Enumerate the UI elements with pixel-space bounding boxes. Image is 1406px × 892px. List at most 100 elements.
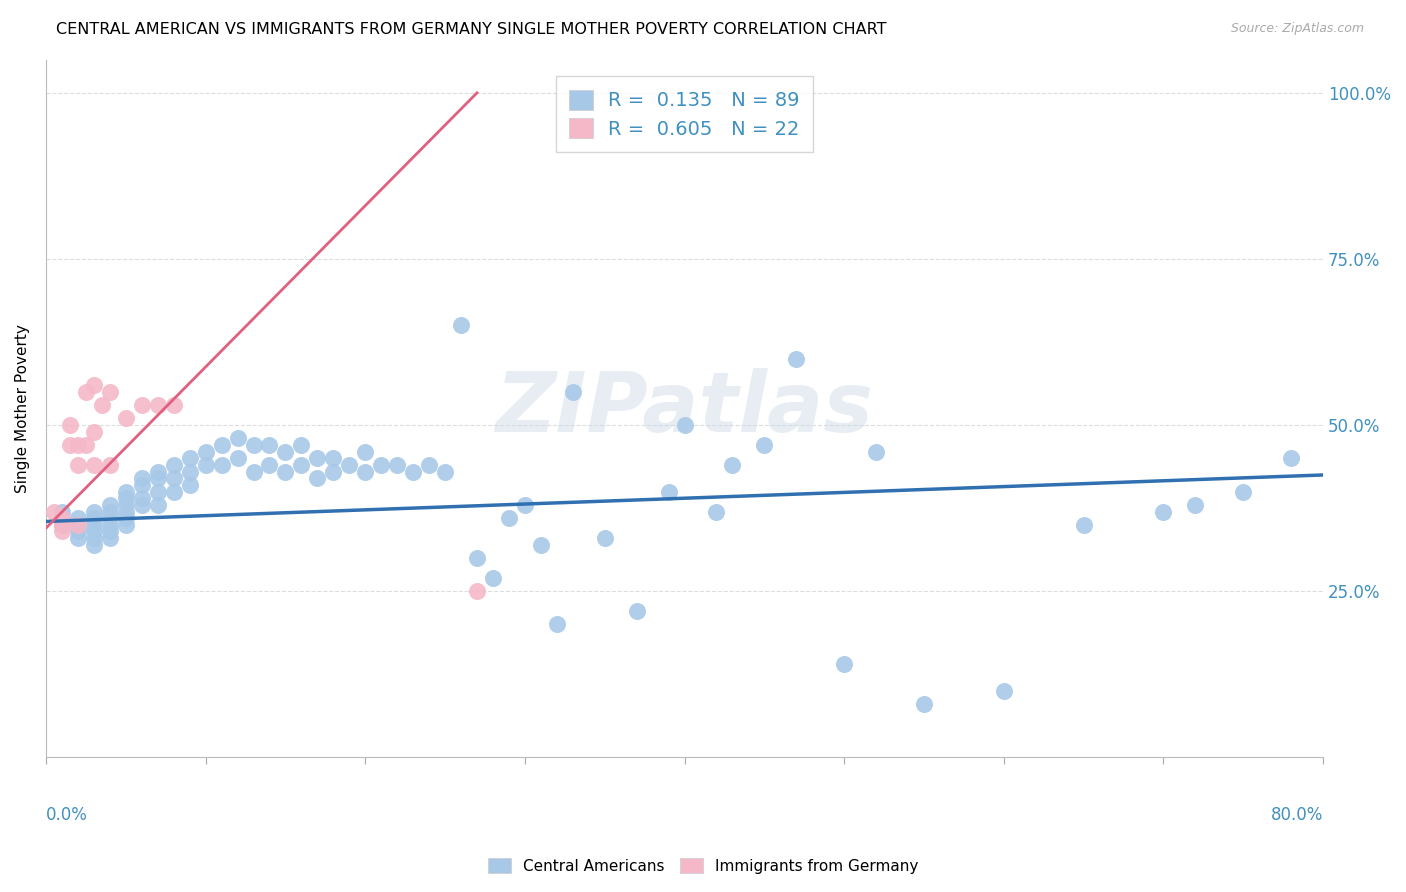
Point [194,458,217,472]
Point [146,471,169,485]
Point [163,458,186,472]
Point [194,444,217,458]
Point [114,498,136,512]
Point [83,538,105,552]
Point [785,351,807,366]
Point [146,398,169,412]
Point [912,698,935,712]
Point [66,517,89,532]
Point [114,517,136,532]
Point [131,491,153,506]
Point [1073,517,1095,532]
Point [83,531,105,545]
Point [66,511,89,525]
Point [754,438,776,452]
Point [179,478,201,492]
Point [322,451,344,466]
Point [83,425,105,439]
Point [66,458,89,472]
Point [83,511,105,525]
Point [450,318,472,333]
Point [482,571,505,585]
Point [179,465,201,479]
Point [530,538,553,552]
Point [211,438,233,452]
Point [83,504,105,518]
Point [513,498,536,512]
Point [385,458,408,472]
Point [721,458,744,472]
Point [131,498,153,512]
Point [66,524,89,539]
Point [307,451,329,466]
Point [706,504,728,518]
Point [434,465,457,479]
Point [658,484,681,499]
Point [98,524,121,539]
Point [98,458,121,472]
Point [66,517,89,532]
Text: 0.0%: 0.0% [46,806,87,824]
Point [131,471,153,485]
Point [114,511,136,525]
Point [98,531,121,545]
Legend: R =  0.135   N = 89, R =  0.605   N = 22: R = 0.135 N = 89, R = 0.605 N = 22 [555,77,813,153]
Point [322,465,344,479]
Point [1153,504,1175,518]
Point [673,418,696,433]
Point [114,484,136,499]
Point [83,378,105,392]
Point [561,384,583,399]
Text: 80.0%: 80.0% [1271,806,1323,824]
Point [59,418,82,433]
Point [865,444,887,458]
Point [114,504,136,518]
Point [832,657,855,672]
Point [337,458,360,472]
Point [211,458,233,472]
Point [242,438,264,452]
Point [98,498,121,512]
Point [83,458,105,472]
Point [354,444,377,458]
Point [465,584,488,599]
Point [114,491,136,506]
Point [146,484,169,499]
Point [1184,498,1206,512]
Point [465,551,488,566]
Point [290,438,312,452]
Point [626,604,648,618]
Point [226,451,249,466]
Point [402,465,425,479]
Point [83,517,105,532]
Point [83,524,105,539]
Y-axis label: Single Mother Poverty: Single Mother Poverty [15,324,30,493]
Point [98,511,121,525]
Text: ZIPatlas: ZIPatlas [496,368,873,449]
Point [259,458,281,472]
Point [498,511,520,525]
Point [146,465,169,479]
Point [163,398,186,412]
Point [131,478,153,492]
Point [274,465,297,479]
Point [51,517,73,532]
Point [593,531,616,545]
Point [51,504,73,518]
Point [163,471,186,485]
Point [307,471,329,485]
Point [354,465,377,479]
Point [993,684,1015,698]
Point [242,465,264,479]
Point [75,438,97,452]
Point [146,498,169,512]
Point [51,524,73,539]
Point [90,398,112,412]
Point [98,504,121,518]
Point [1232,484,1254,499]
Point [98,517,121,532]
Point [114,411,136,425]
Point [290,458,312,472]
Point [418,458,440,472]
Point [66,531,89,545]
